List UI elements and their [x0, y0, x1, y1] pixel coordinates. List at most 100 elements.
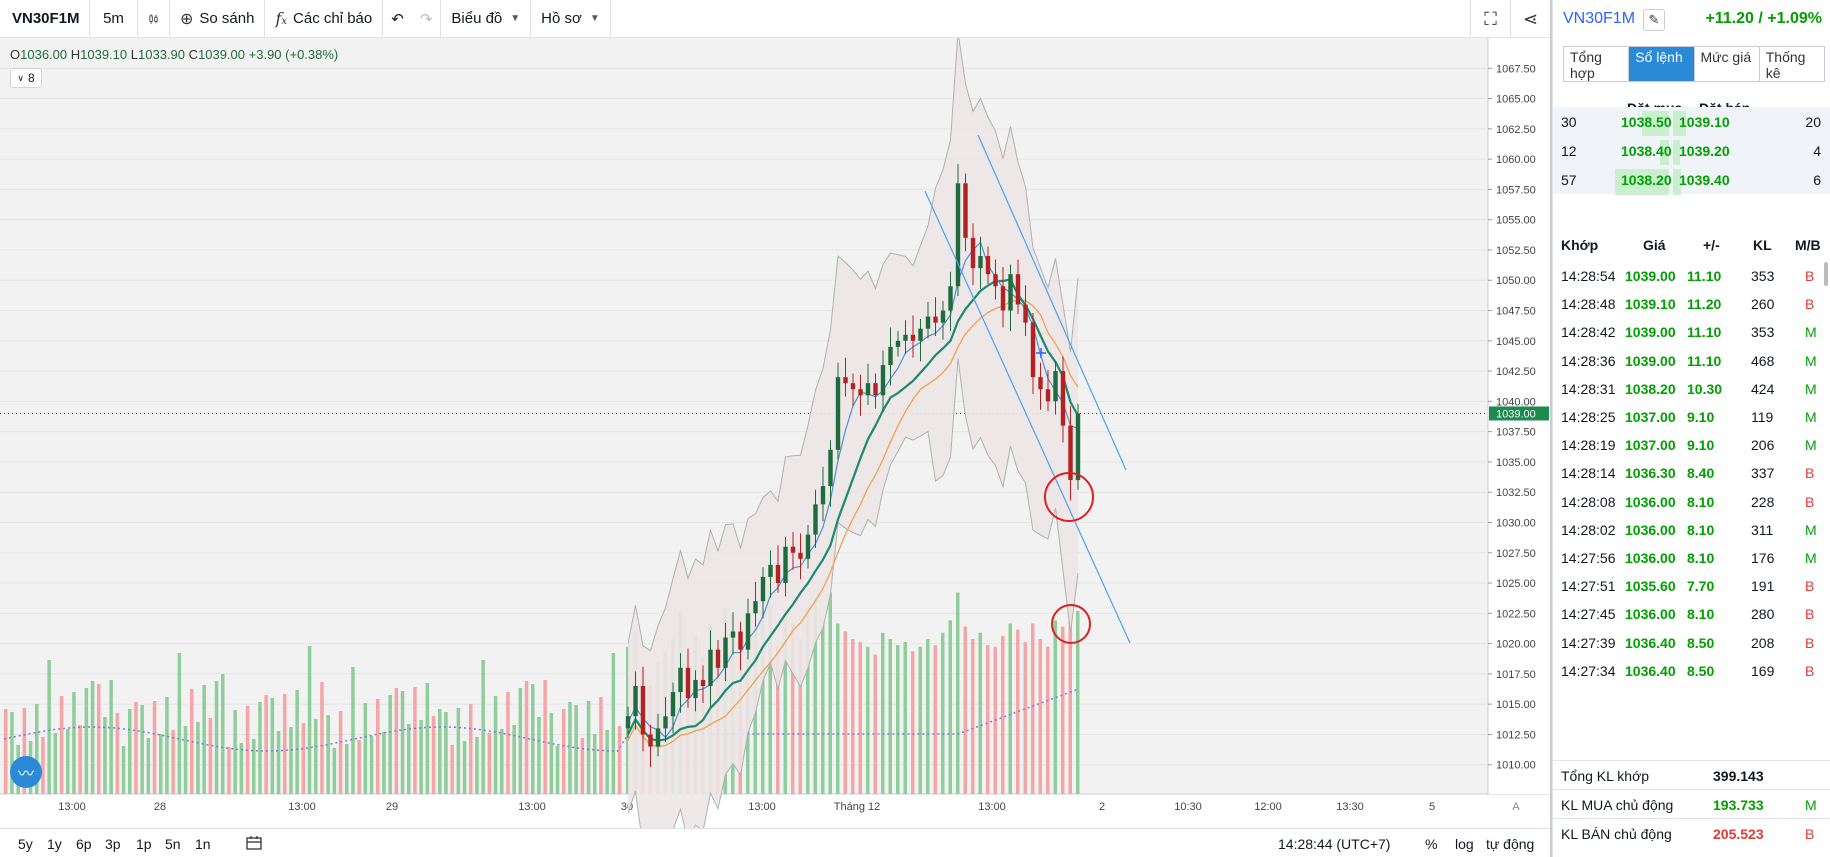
volume-bar [72, 692, 76, 794]
trade-row[interactable]: 14:28:54 1039.00 11.10 353 B [1553, 262, 1830, 290]
trade-volume: 260 [1751, 296, 1775, 313]
volume-bar [518, 688, 523, 794]
range-6p[interactable]: 6p [76, 836, 92, 852]
volume-bar [617, 726, 622, 794]
compare-button[interactable]: ⊕ So sánh [170, 0, 266, 38]
tab-muc-gia[interactable]: Mức giá [1695, 47, 1760, 81]
auto-toggle[interactable]: tự động [1486, 836, 1535, 852]
volume-bar [828, 592, 832, 794]
trade-row[interactable]: 14:28:19 1037.00 9.10 206 M [1553, 431, 1830, 459]
profile-menu-label: Hồ sơ [541, 10, 582, 27]
tab-tong-hop[interactable]: Tổng hợp [1564, 47, 1630, 81]
fullscreen-button[interactable]: ⛶ [1470, 0, 1510, 38]
volume-bar [836, 623, 840, 794]
ohlc-legend: O1036.00 H1039.10 L1033.90 C1039.00 +3.9… [10, 47, 338, 62]
range-1y[interactable]: 1y [47, 836, 62, 852]
date-range-button[interactable] [245, 834, 263, 855]
trade-row[interactable]: 14:28:14 1036.30 8.40 337 B [1553, 459, 1830, 487]
volume-bar [183, 726, 188, 794]
trade-row[interactable]: 14:28:48 1039.10 11.20 260 B [1553, 290, 1830, 318]
trade-row[interactable]: 14:27:39 1036.40 8.50 208 B [1553, 629, 1830, 657]
candle-body [955, 183, 961, 287]
orderbook-row[interactable]: 12 1038.40 1039.20 4 [1553, 136, 1830, 166]
orderbook-row[interactable]: 57 1038.20 1039.40 6 [1553, 165, 1830, 195]
volume-bar [90, 681, 95, 794]
chart-type-button[interactable] [138, 0, 170, 38]
trade-change: 8.50 [1687, 662, 1715, 679]
log-toggle[interactable]: log [1455, 836, 1474, 852]
tab-so-lenh[interactable]: Sổ lệnh [1629, 47, 1695, 81]
edit-symbol-button[interactable]: ✎ [1643, 9, 1665, 31]
panel-divider[interactable] [1550, 0, 1552, 857]
close-value: 1039.00 [198, 47, 246, 62]
bottom-bar: 5y 1y 6p 3p 1p 5n 1n 14:28:44 (UTC+7) % … [0, 828, 1550, 857]
price-tick-label: 1050.00 [1496, 275, 1536, 287]
trade-row[interactable]: 14:27:51 1035.60 7.70 191 B [1553, 572, 1830, 600]
volume-bar [963, 626, 967, 794]
trade-row[interactable]: 14:28:08 1036.00 8.10 228 B [1553, 488, 1830, 516]
percent-toggle[interactable]: % [1425, 836, 1438, 852]
trade-row[interactable]: 14:27:45 1036.00 8.10 280 B [1553, 600, 1830, 628]
panel-symbol[interactable]: VN30F1M [1563, 10, 1636, 27]
volume-bar [1038, 639, 1042, 794]
trade-row[interactable]: 14:27:56 1036.00 8.10 176 M [1553, 544, 1830, 572]
volume-bar [233, 710, 237, 794]
trade-row[interactable]: 14:28:31 1038.20 10.30 424 M [1553, 375, 1830, 403]
trade-row[interactable]: 14:27:34 1036.40 8.50 169 B [1553, 657, 1830, 685]
trade-row[interactable]: 14:28:02 1036.00 8.10 311 M [1553, 516, 1830, 544]
trade-row[interactable]: 14:28:25 1037.00 9.10 119 M [1553, 403, 1830, 431]
indicator-toggle[interactable]: ∨ 8 [10, 68, 42, 88]
time-tick-label: 13:00 [288, 801, 316, 813]
chart-menu-button[interactable]: Biểu đồ ▼ [441, 0, 532, 38]
volume-bar [531, 684, 535, 794]
volume-bar [425, 683, 430, 794]
trade-volume: 176 [1751, 550, 1775, 566]
trade-row[interactable]: 14:28:42 1039.00 11.10 353 M [1553, 318, 1830, 346]
range-1p[interactable]: 1p [136, 836, 152, 852]
tab-thong-ke[interactable]: Thống kê [1765, 49, 1806, 81]
trade-volume: 337 [1751, 465, 1775, 482]
undo-button[interactable]: ↶ [383, 0, 412, 38]
ask-volume: 4 [1813, 143, 1821, 159]
redo-icon: ↷ [419, 10, 433, 28]
chart-canvas[interactable]: 1067.50 1065.00 1062.50 1060.00 1057.50 1055.… [0, 32, 1550, 857]
indicators-button[interactable]: fx Các chỉ báo [265, 0, 384, 38]
trade-side: B [1805, 268, 1815, 284]
summary-label: KL BÁN chủ động [1561, 826, 1672, 842]
volume-bar [568, 702, 572, 794]
trade-price: 1036.00 [1625, 521, 1676, 538]
share-button[interactable]: ⋖ [1510, 0, 1550, 38]
symbol-search[interactable]: VN30F1M [0, 0, 90, 38]
candle-body [903, 334, 908, 341]
trade-row[interactable]: 14:28:36 1039.00 11.10 468 M [1553, 347, 1830, 375]
candle-body [805, 534, 811, 559]
range-3p[interactable]: 3p [105, 836, 121, 852]
interval-button[interactable]: 5m [90, 0, 138, 38]
volume-bar [493, 696, 498, 794]
volume-bar [761, 615, 765, 794]
brand-logo-icon[interactable]: 〰 [10, 756, 42, 788]
candle-body [1023, 304, 1028, 323]
range-1n[interactable]: 1n [195, 836, 211, 852]
trades-scrollbar[interactable] [1824, 262, 1828, 286]
range-5n[interactable]: 5n [165, 836, 181, 852]
redo-button[interactable]: ↷ [412, 0, 442, 38]
trade-price: 1036.30 [1625, 465, 1676, 482]
volume-bar [413, 687, 417, 794]
volume-bar [599, 697, 603, 794]
volume-bar [555, 746, 560, 794]
ask-depth-bar [1673, 140, 1680, 166]
profile-menu-button[interactable]: Hồ sơ ▼ [531, 0, 611, 38]
candle-body [925, 316, 931, 329]
trade-time: 14:27:34 [1561, 662, 1616, 679]
low-value: 1033.90 [138, 47, 185, 62]
trade-side: M [1805, 550, 1817, 566]
orderbook-row[interactable]: 30 1038.50 1039.10 20 [1553, 107, 1830, 137]
volume-bar [971, 639, 975, 794]
candle-body [820, 486, 826, 505]
bid-depth-bar [1642, 111, 1669, 137]
price-tick-label: 1047.50 [1496, 306, 1536, 318]
price-chart[interactable]: 1067.50 1065.00 1062.50 1060.00 1057.50 1055.… [0, 32, 1550, 857]
range-5y[interactable]: 5y [18, 836, 33, 852]
trade-change: 9.10 [1687, 409, 1715, 425]
